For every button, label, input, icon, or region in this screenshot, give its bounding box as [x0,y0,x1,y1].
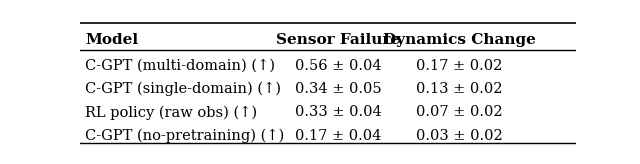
Text: C-GPT (no-pretraining) (↑): C-GPT (no-pretraining) (↑) [85,129,284,143]
Text: RL policy (raw obs) (↑): RL policy (raw obs) (↑) [85,105,257,120]
Text: 0.56 ± 0.04: 0.56 ± 0.04 [294,59,381,73]
Text: 0.03 ± 0.02: 0.03 ± 0.02 [416,129,503,143]
Text: C-GPT (multi-domain) (↑): C-GPT (multi-domain) (↑) [85,59,275,73]
Text: Model: Model [85,33,138,47]
Text: C-GPT (single-domain) (↑): C-GPT (single-domain) (↑) [85,82,281,96]
Text: 0.17 ± 0.04: 0.17 ± 0.04 [295,129,381,143]
Text: 0.34 ± 0.05: 0.34 ± 0.05 [294,82,381,96]
Text: Dynamics Change: Dynamics Change [383,33,536,47]
Text: 0.13 ± 0.02: 0.13 ± 0.02 [416,82,502,96]
Text: Sensor Failure: Sensor Failure [276,33,400,47]
Text: 0.07 ± 0.02: 0.07 ± 0.02 [416,105,503,120]
Text: 0.17 ± 0.02: 0.17 ± 0.02 [416,59,502,73]
Text: 0.33 ± 0.04: 0.33 ± 0.04 [294,105,381,120]
